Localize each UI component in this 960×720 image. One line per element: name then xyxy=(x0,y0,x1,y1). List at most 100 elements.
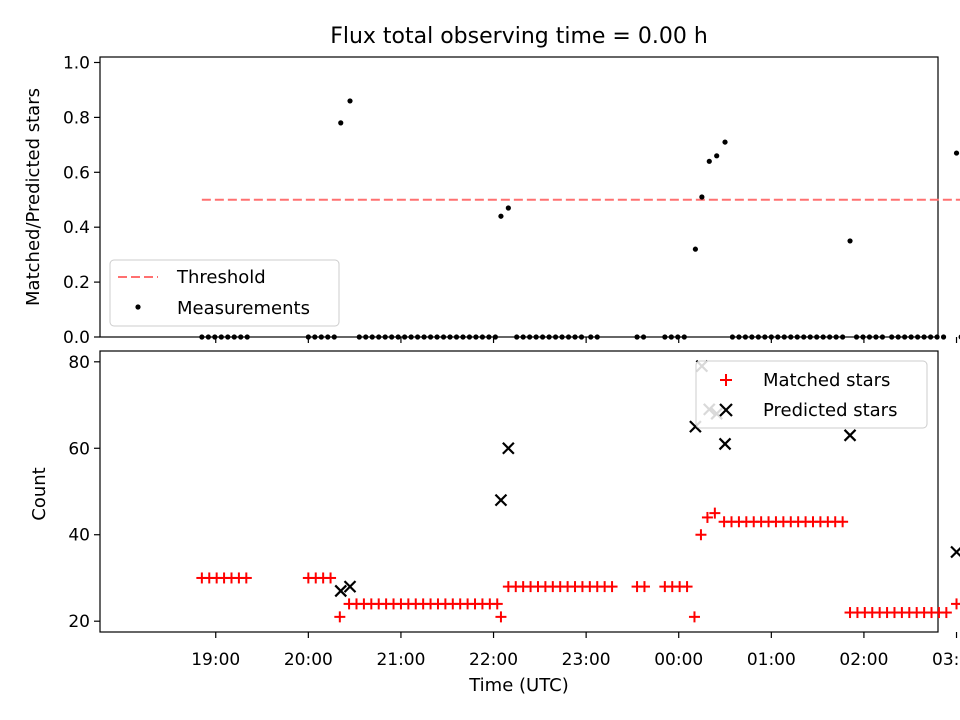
measurement-point xyxy=(376,334,382,340)
measurement-point xyxy=(231,334,237,340)
measurement-point xyxy=(814,334,820,340)
measurement-point xyxy=(736,334,742,340)
measurement-point xyxy=(408,334,414,340)
count-legend-box xyxy=(695,360,928,429)
measurement-point xyxy=(225,334,231,340)
measurement-point xyxy=(552,334,559,340)
measurement-point xyxy=(318,334,324,340)
matched-star-marker xyxy=(495,611,507,623)
measurement-point xyxy=(540,334,546,340)
measurement-point xyxy=(927,334,934,340)
count-legend: Matched stars Predicted stars xyxy=(695,360,928,429)
y-tick-label: 0.0 xyxy=(63,328,90,348)
measurement-point xyxy=(634,334,640,340)
measurement-point xyxy=(827,334,833,340)
measurement-point xyxy=(675,334,681,340)
y-tick-label: 40 xyxy=(68,526,90,546)
measurement-point xyxy=(395,334,401,340)
measurement-point xyxy=(212,334,218,340)
measurement-point xyxy=(860,334,866,340)
matched-star-marker xyxy=(951,598,960,610)
measurement-point xyxy=(421,334,427,340)
x-tick-label: 02:00 xyxy=(839,650,888,670)
measurement-point xyxy=(572,334,578,340)
measurement-point xyxy=(466,334,473,340)
measurement-point xyxy=(807,334,813,340)
measurement-point xyxy=(527,334,533,340)
x-tick-label: 22:00 xyxy=(469,650,518,670)
measurement-point xyxy=(706,158,712,164)
measurement-point xyxy=(447,334,453,340)
measurement-point xyxy=(514,334,520,340)
measurement-point xyxy=(578,334,585,340)
legend-predicted-swatch xyxy=(719,403,733,417)
measurement-point xyxy=(347,98,353,104)
measurement-point xyxy=(305,334,311,340)
matched-star-marker xyxy=(681,581,693,593)
predicted-star-marker xyxy=(494,493,508,507)
measurement-point xyxy=(486,334,492,340)
matched-star-marker xyxy=(837,516,849,528)
measurement-point xyxy=(565,334,572,340)
x-tick-label: 00:00 xyxy=(654,650,703,670)
measurement-point xyxy=(788,334,794,340)
measurement-point xyxy=(440,334,447,340)
measurement-point xyxy=(775,334,781,340)
measurement-point xyxy=(762,334,768,340)
predicted-star-marker xyxy=(502,441,515,455)
matched-star-marker xyxy=(325,572,337,584)
measurement-point xyxy=(331,334,337,340)
measurement-point xyxy=(427,334,434,340)
measurement-point xyxy=(668,334,674,340)
matched-stars-points xyxy=(196,507,960,623)
measurement-point xyxy=(369,334,375,340)
measurement-point xyxy=(934,334,940,340)
x-tick-label: 01:00 xyxy=(747,650,796,670)
legend-threshold-label: Threshold xyxy=(176,267,266,288)
count-x-axis: 19:00 20:00 21:00 22:00 23:00 00:00 01:00 02:00… xyxy=(191,632,960,670)
matched-star-marker xyxy=(701,511,713,523)
predicted-star-marker xyxy=(950,545,960,559)
measurement-point xyxy=(953,150,960,156)
measurement-point xyxy=(781,334,787,340)
predicted-star-marker xyxy=(843,429,857,442)
matched-star-marker xyxy=(606,581,618,593)
y-tick-label: 0.8 xyxy=(63,108,90,128)
x-tick-label: 21:00 xyxy=(376,650,425,670)
matched-star-marker xyxy=(334,611,346,623)
matched-star-marker xyxy=(240,572,252,584)
x-tick-label: 23:00 xyxy=(562,650,611,670)
measurement-point xyxy=(520,334,526,340)
measurement-point xyxy=(479,334,486,340)
measurement-point xyxy=(833,334,839,340)
measurement-point xyxy=(755,334,761,340)
measurement-point xyxy=(338,120,344,126)
legend-predicted-label: Predicted stars xyxy=(763,400,897,421)
measurement-point xyxy=(356,334,362,340)
y-tick-label: 0.2 xyxy=(63,273,90,293)
legend-matched-swatch xyxy=(720,374,732,386)
measurement-point xyxy=(895,334,901,340)
measurement-point xyxy=(902,334,908,340)
ratio-legend: Threshold Measurements xyxy=(109,259,340,327)
measurement-point xyxy=(473,334,479,340)
measurement-point xyxy=(588,334,594,340)
count-y-label: Count xyxy=(29,467,50,520)
measurement-point xyxy=(533,334,539,340)
measurement-point xyxy=(801,334,807,340)
predicted-star-marker xyxy=(718,437,732,451)
matched-star-marker xyxy=(695,529,707,541)
measurement-point xyxy=(915,334,921,340)
measurement-point xyxy=(505,205,511,211)
measurement-point xyxy=(729,334,736,340)
legend-measurements-label: Measurements xyxy=(177,298,310,319)
measurement-point xyxy=(749,334,755,340)
measurement-point xyxy=(498,213,504,219)
measurement-point xyxy=(594,334,600,340)
measurement-point xyxy=(244,334,250,340)
x-tick-label: 20:00 xyxy=(284,650,333,670)
measurement-point xyxy=(238,334,244,340)
legend-matched-label: Matched stars xyxy=(763,370,890,391)
measurement-point xyxy=(879,334,886,340)
measurement-point xyxy=(840,334,846,340)
